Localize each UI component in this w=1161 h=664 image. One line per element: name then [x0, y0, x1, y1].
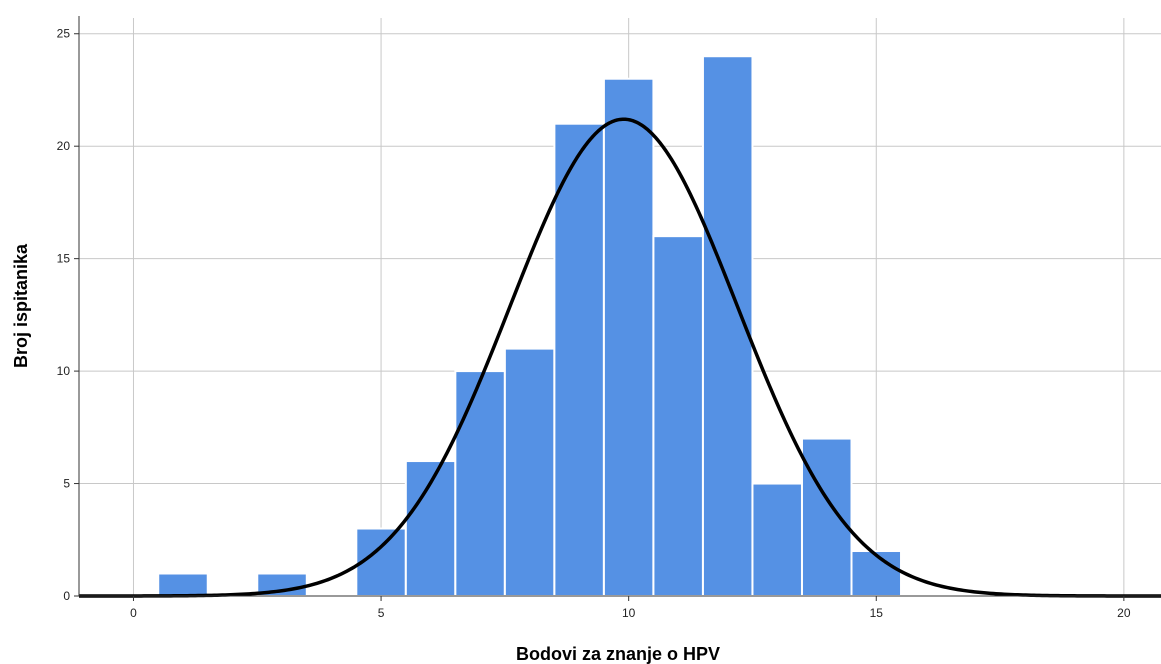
- normal-curve-layer: [79, 117, 1161, 598]
- histogram-bar: [454, 370, 506, 598]
- y-tick-label: 25: [57, 27, 71, 41]
- histogram-bar: [800, 437, 853, 597]
- normal-curve: [79, 117, 1161, 598]
- y-tick-label: 0: [63, 589, 70, 603]
- histogram-bar: [850, 550, 903, 598]
- x-axis-title: Bodovi za znanje o HPV: [516, 644, 720, 664]
- y-axis-title: Broj ispitanika: [11, 243, 31, 368]
- y-tick-label: 20: [57, 139, 71, 153]
- x-tick-label: 10: [622, 606, 636, 620]
- x-tick-label: 15: [870, 606, 884, 620]
- histogram-bar: [503, 347, 556, 597]
- x-tick-label: 0: [130, 606, 137, 620]
- histogram-bar: [602, 77, 655, 597]
- x-tick-label: 5: [378, 606, 385, 620]
- y-tick-label: 10: [57, 364, 71, 378]
- histogram-bar: [652, 235, 704, 597]
- histogram-bar: [553, 122, 605, 597]
- x-tick-label: 20: [1117, 606, 1131, 620]
- y-tick-label: 5: [63, 477, 70, 491]
- histogram-bar: [157, 572, 209, 597]
- y-tick-label: 15: [57, 252, 71, 266]
- axes: [74, 16, 1161, 601]
- histogram-bar: [751, 482, 803, 598]
- tick-labels: 0 5 10 15 20 0 5 10 15 20 25: [57, 27, 1131, 620]
